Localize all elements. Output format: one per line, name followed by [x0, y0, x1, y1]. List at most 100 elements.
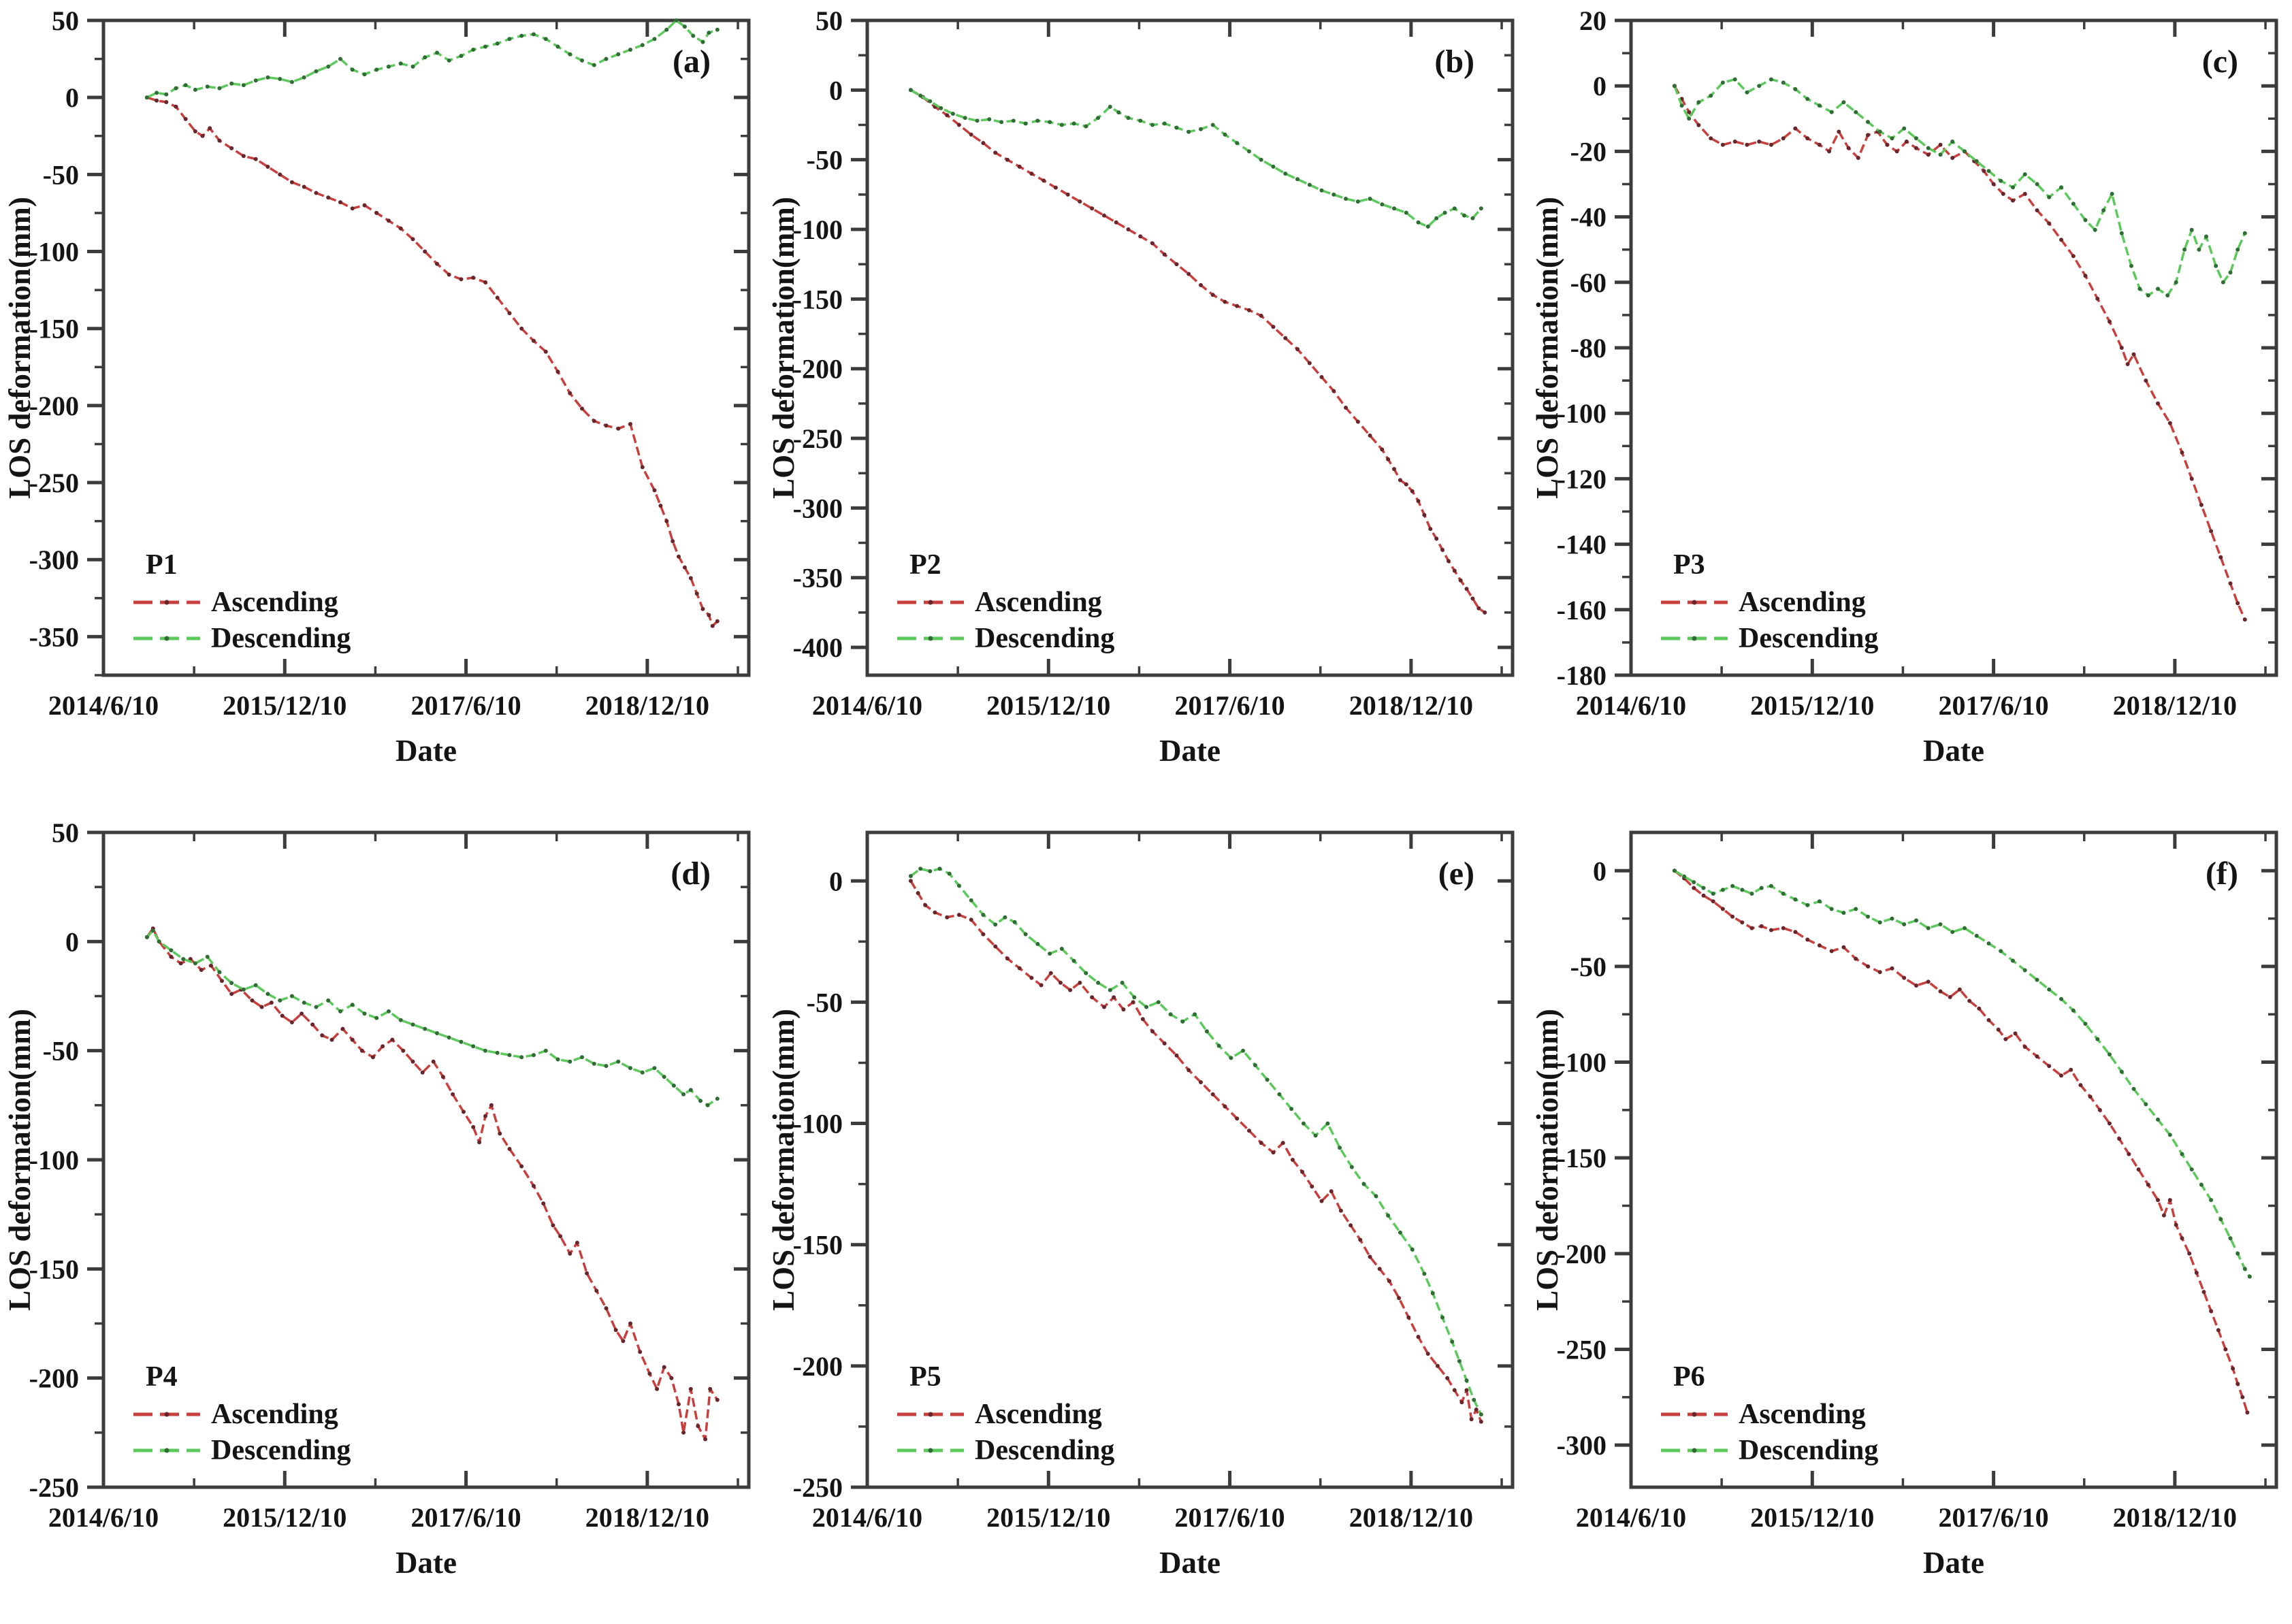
data-point [1711, 899, 1715, 904]
data-point [1247, 149, 1251, 154]
data-point [688, 1386, 693, 1391]
data-point [1096, 116, 1101, 120]
data-point [2247, 1274, 2252, 1279]
data-point [483, 1114, 487, 1118]
data-point [1974, 933, 1979, 938]
plot-frame [865, 18, 1515, 677]
data-point [374, 1016, 379, 1020]
data-point [1235, 141, 1240, 146]
data-point [1187, 272, 1191, 276]
data-point [410, 1022, 415, 1027]
data-point [1162, 252, 1167, 257]
data-point [1877, 129, 1882, 134]
data-point [2125, 362, 2130, 366]
data-point [1902, 975, 1907, 980]
data-point [2127, 1152, 2131, 1156]
data-point [174, 86, 178, 91]
legend-ascending-label: Ascending [975, 1399, 1102, 1430]
data-point [1757, 140, 1762, 144]
data-point [1386, 457, 1391, 461]
data-point [2022, 968, 2027, 973]
legend: P6 Ascending Descending [1661, 1361, 1878, 1466]
data-point [1890, 136, 1894, 141]
data-point [2059, 996, 2063, 1001]
data-point [155, 91, 159, 95]
data-point [507, 1147, 512, 1151]
data-point [374, 67, 379, 72]
data-point [1204, 1029, 1209, 1034]
data-point [1682, 874, 1687, 879]
data-point [1078, 199, 1082, 204]
data-point [519, 326, 524, 331]
data-point [969, 132, 973, 137]
data-point [2047, 987, 2052, 992]
data-point [471, 48, 476, 52]
axes-ticks [87, 830, 749, 1489]
data-point [1017, 164, 1022, 169]
y-axis-title: LOS deformation(mm) [3, 1009, 37, 1311]
data-point [1265, 1077, 1270, 1082]
data-point [1295, 177, 1300, 182]
legend: P3 Ascending Descending [1661, 549, 1878, 654]
data-point [1986, 1018, 1991, 1022]
data-point [947, 871, 952, 876]
data-point [1011, 118, 1016, 123]
data-point [278, 172, 283, 177]
data-point [918, 93, 923, 98]
data-point [1193, 1012, 1197, 1017]
data-point [2240, 1395, 2245, 1399]
data-point [908, 88, 913, 93]
data-point [2221, 280, 2225, 285]
data-point [229, 981, 234, 986]
x-axis-title: Date [1159, 734, 1221, 768]
data-point [320, 1033, 325, 1038]
data-point [1720, 888, 1725, 892]
data-point [638, 1350, 643, 1354]
x-tick-label: 2015/12/10 [1750, 690, 1874, 721]
data-point [1162, 121, 1167, 126]
data-point [314, 191, 319, 195]
data-point [193, 961, 197, 966]
data-point [1368, 1254, 1372, 1259]
data-point [1730, 883, 1735, 888]
data-point [696, 1424, 700, 1429]
data-point [1410, 489, 1415, 493]
legend-descending-label: Descending [211, 1435, 351, 1466]
legend-ascending-label: Ascending [975, 587, 1102, 618]
data-point [2083, 274, 2088, 278]
data-point [420, 1070, 425, 1075]
data-point [1071, 958, 1076, 963]
data-point [1380, 447, 1385, 452]
data-point [604, 1064, 609, 1069]
data-point [1885, 142, 1890, 147]
data-point [2022, 191, 2027, 196]
y-tick-label: -350 [793, 563, 843, 594]
data-point [423, 55, 427, 60]
data-point [2242, 231, 2247, 236]
data-point [435, 261, 439, 266]
data-point [1805, 937, 1810, 942]
data-point [592, 1061, 596, 1066]
los-deformation-plot-P2: 50 0 -50 -100 -150 -200 -250 -300 -350 -400 2014/6… [764, 0, 1528, 812]
series-descending-markers [908, 88, 1483, 229]
data-point [1397, 1296, 1402, 1301]
data-point [1199, 127, 1203, 131]
data-point [2235, 247, 2240, 252]
data-point [1759, 886, 1764, 890]
data-point [1440, 1315, 1444, 1320]
data-point [410, 237, 415, 242]
data-point [923, 903, 928, 907]
data-point [580, 58, 584, 63]
data-point [1425, 1352, 1430, 1356]
data-point [1035, 941, 1040, 946]
data-point [700, 39, 705, 44]
legend-ascending-marker [928, 600, 933, 605]
data-point [987, 117, 992, 122]
y-tick-label: -60 [1570, 267, 1607, 298]
data-point [1938, 922, 1943, 926]
y-tick-label: -50 [807, 987, 843, 1018]
data-point [229, 992, 234, 996]
data-point [939, 105, 943, 110]
data-point [2187, 1251, 2192, 1256]
data-point [370, 1055, 375, 1060]
